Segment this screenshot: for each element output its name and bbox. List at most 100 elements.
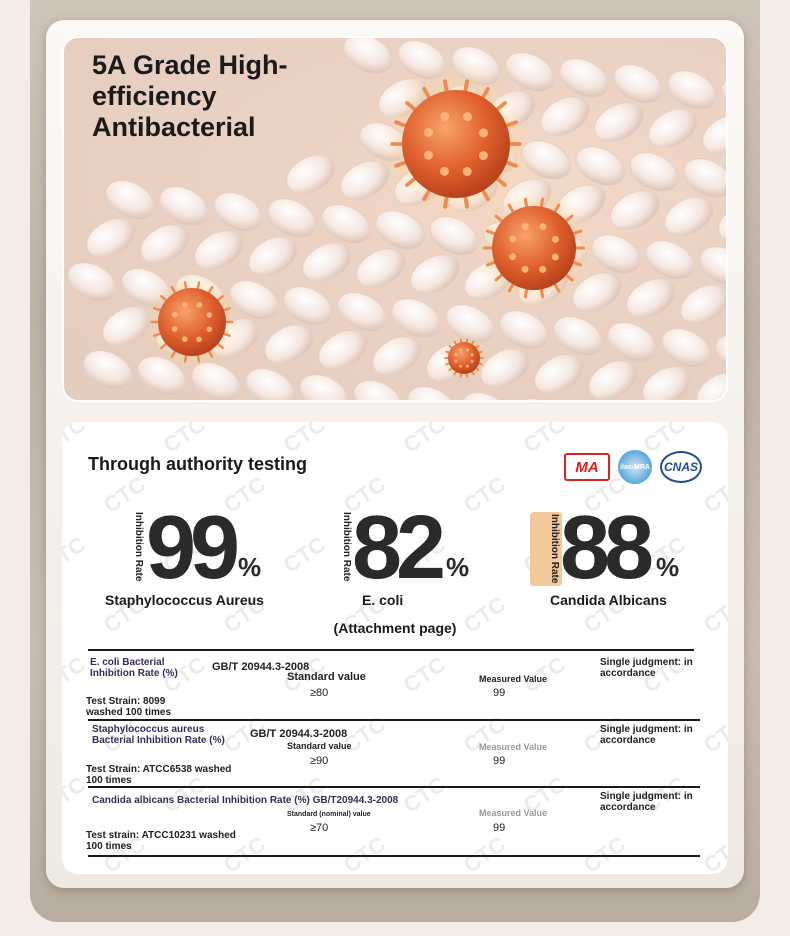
knit-loop: [613, 64, 663, 104]
bacteria-icon: [471, 185, 597, 311]
knit-loop: [86, 218, 136, 258]
knit-loop: [515, 398, 565, 400]
knit-loop: [245, 368, 295, 400]
table-rule: [88, 786, 700, 788]
stat-value: 82: [352, 498, 446, 598]
knit-loop: [642, 366, 692, 400]
knit-loop: [356, 248, 406, 288]
knit-loop: [213, 192, 263, 232]
row-strain: Test strain: ATCC10231 washed 100 times: [86, 830, 236, 852]
row-measured-label: Measured Value: [479, 742, 548, 752]
knit-loop: [283, 286, 333, 326]
row-judgment: Single judgment: in accordance: [600, 724, 693, 746]
row-standard-label: Standard (nominal) value: [287, 811, 371, 818]
stat-name: Staphylococcus Aureus: [105, 592, 264, 608]
knit-loop: [229, 280, 279, 320]
stat-unit: %: [238, 552, 262, 582]
stat-candida: Inhibition Rate 88 % Candida Albicans: [528, 498, 718, 608]
knit-loop: [105, 180, 155, 220]
knit-loop: [267, 198, 317, 238]
knit-loop: [461, 392, 511, 400]
bacteria-icon: [375, 63, 537, 225]
row-standard-code: GB/T 20944.3-2008: [250, 728, 348, 740]
knit-loop: [607, 322, 657, 362]
knit-loop: [534, 354, 584, 394]
knit-loop: [648, 108, 698, 148]
row-title: Candida albicans Bacterial Inhibition Ra…: [92, 795, 399, 806]
knit-loop: [299, 374, 349, 400]
knit-loop: [407, 386, 457, 400]
knit-loop: [375, 210, 425, 250]
row-title: E. coli Bacterial Inhibition Rate (%): [90, 657, 178, 679]
knit-loop: [302, 242, 352, 282]
knit-loop: [194, 230, 244, 270]
table-rule: [88, 649, 694, 651]
knit-loop: [337, 292, 387, 332]
row-measured-value: 99: [493, 687, 506, 699]
cnas-logo: CNAS: [660, 451, 702, 483]
ma-logo: MA: [564, 453, 610, 481]
ctc-watermark: CTC: [398, 422, 451, 458]
knit-loop: [667, 70, 717, 110]
bacteria-icon: [141, 271, 243, 373]
ctc-watermark: CTC: [698, 831, 728, 874]
knit-loop: [553, 316, 603, 356]
ctc-watermark: CTC: [62, 651, 91, 698]
stat-unit: %: [656, 552, 680, 582]
knit-loop: [321, 204, 371, 244]
row-standard-label: Standard value: [287, 671, 366, 683]
row-measured-label: Measured Value: [479, 674, 548, 684]
knit-loop: [391, 298, 441, 338]
stat-value: 99: [146, 498, 240, 598]
row-strain: Test Strain: ATCC6538 washed 100 times: [86, 764, 232, 786]
knit-loop: [83, 350, 133, 390]
knit-loop: [248, 236, 298, 276]
knit-loop: [645, 240, 695, 280]
stat-label: Inhibition Rate: [530, 512, 562, 586]
knit-loop: [264, 324, 314, 364]
knit-loop: [721, 76, 726, 116]
row-title: Staphylococcus aureus Bacterial Inhibiti…: [92, 724, 225, 746]
knit-loop: [480, 348, 530, 388]
row-standard-value: ≥70: [310, 822, 329, 834]
stat-label: Inhibition Rate: [133, 512, 144, 582]
knit-loop: [353, 380, 403, 400]
hero-image-panel: 5A Grade High-efficiency Antibacterial: [62, 36, 728, 402]
knit-loop: [318, 330, 368, 370]
knit-loop: [680, 284, 726, 324]
ctc-watermark: CTC: [518, 422, 571, 458]
row-standard-value: ≥90: [310, 755, 329, 767]
hero-title: 5A Grade High-efficiency Antibacterial: [92, 50, 288, 142]
knit-loop: [588, 360, 638, 400]
knit-loop: [67, 262, 117, 302]
stat-staphylococcus: Inhibition Rate 99 % Staphylococcus Aure…: [102, 498, 292, 608]
table-rule: [88, 719, 700, 721]
card-heading: Through authority testing: [88, 454, 307, 474]
stat-label: Inhibition Rate: [341, 512, 352, 582]
knit-loop: [664, 196, 714, 236]
knit-loop: [702, 114, 726, 154]
bacteria-icon: [440, 334, 488, 382]
knit-loop: [715, 334, 726, 374]
ctc-watermark: CTC: [338, 831, 391, 874]
knit-loop: [343, 38, 393, 74]
ctc-watermark: CTC: [578, 831, 631, 874]
stat-value: 88: [560, 498, 654, 598]
row-judgment: Single judgment: in accordance: [600, 791, 693, 813]
knit-loop: [410, 254, 460, 294]
knit-loop: [505, 52, 555, 92]
knit-loop: [286, 154, 336, 194]
ilac-mra-logo: ilac-MRA: [618, 450, 652, 484]
knit-loop: [559, 58, 609, 98]
stat-name: Candida Albicans: [550, 592, 667, 608]
knit-loop: [699, 246, 726, 286]
knit-loop: [575, 146, 625, 186]
row-measured-label: Measured Value: [479, 808, 548, 818]
attachment-heading: (Attachment page): [333, 620, 457, 636]
row-strain: Test Strain: 8099 washed 100 times: [86, 696, 172, 718]
stat-ecoli: Inhibition Rate 82 % E. coli: [318, 498, 498, 608]
knit-loop: [610, 190, 660, 230]
knit-loop: [540, 96, 590, 136]
knit-fabric-bacteria-illustration: [67, 38, 726, 400]
row-standard-code: GB/T 20944.3-2008: [212, 661, 310, 673]
